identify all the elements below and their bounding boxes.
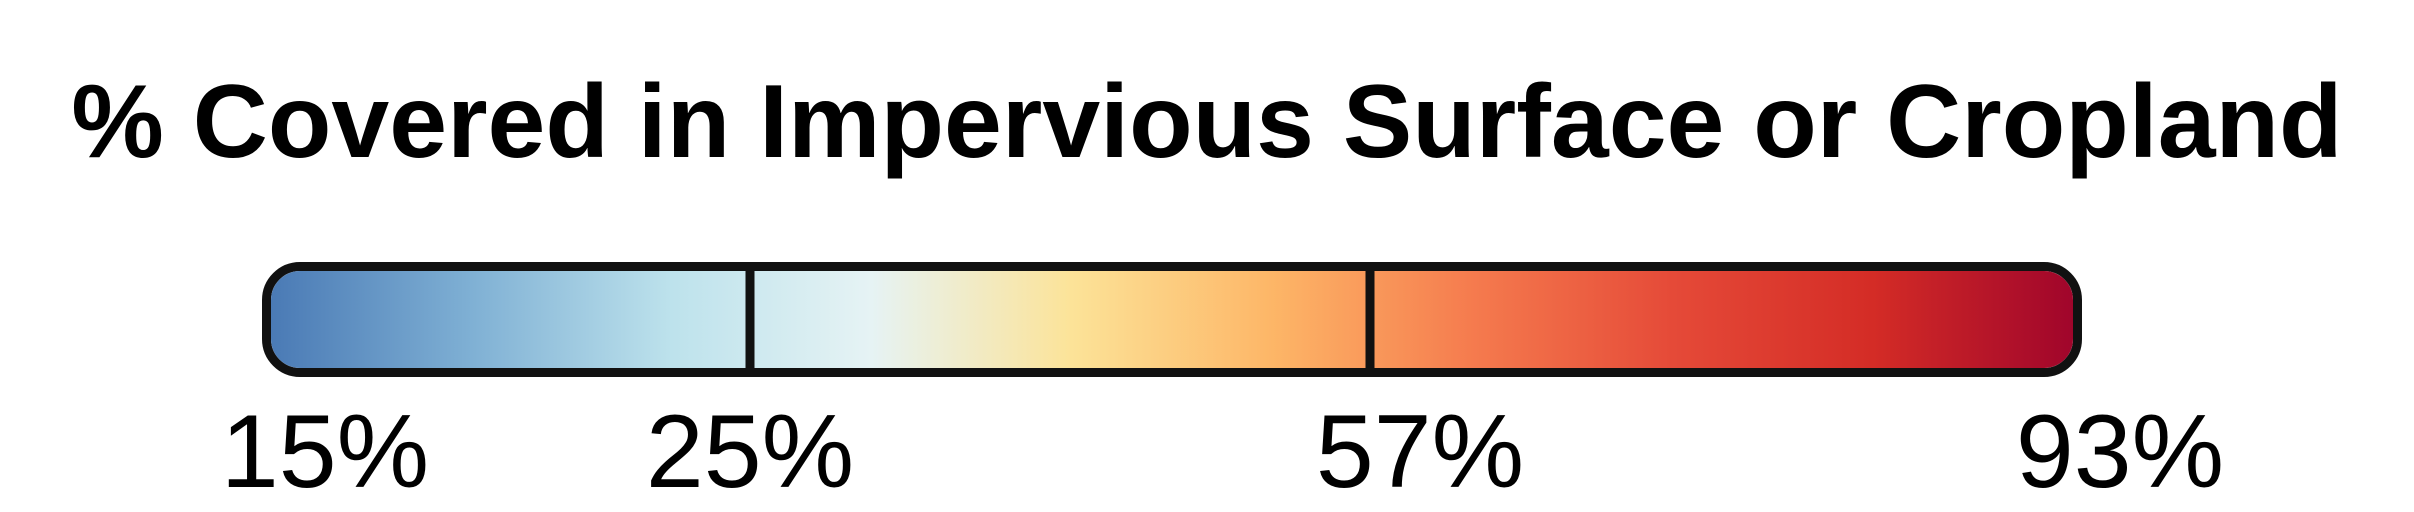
- legend-label-25: 25%: [645, 394, 855, 510]
- legend-divider-57: [1365, 271, 1375, 368]
- legend-label-93: 93%: [2015, 394, 2225, 510]
- legend-label-57: 57%: [1315, 394, 1525, 510]
- legend-divider-25: [745, 271, 755, 368]
- legend-label-15: 15%: [220, 394, 430, 510]
- color-ramp-gradient: [271, 271, 2073, 368]
- legend-title: % Covered in Impervious Surface or Cropl…: [71, 64, 2343, 180]
- color-ramp-bar: [262, 262, 2082, 377]
